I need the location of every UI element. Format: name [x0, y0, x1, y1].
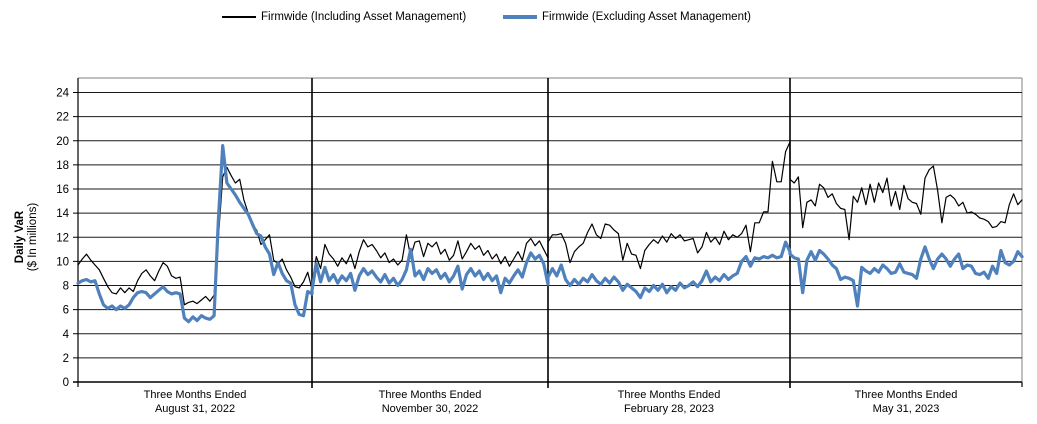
legend-item-excluding-am: Firmwide (Excluding Asset Management) [503, 8, 751, 26]
x-label-q1-line1: Three Months Ended [143, 389, 247, 401]
x-label-q4: Three Months Ended May 31, 2023 [786, 388, 1026, 417]
y-tick-label-16: 16 [56, 184, 69, 196]
x-label-q2: Three Months Ended November 30, 2022 [310, 388, 550, 417]
series-line-including-am [77, 141, 1023, 306]
y-tick-label-8: 8 [63, 281, 69, 293]
y-tick-label-24: 24 [56, 88, 69, 100]
y-tick-label-6: 6 [63, 305, 69, 317]
legend-label-including-am: Firmwide (Including Asset Management) [261, 11, 467, 23]
x-label-q2-line2: November 30, 2022 [381, 403, 479, 416]
y-tick-label-18: 18 [56, 160, 69, 172]
y-axis-title-line1: Daily VaR [13, 210, 26, 264]
y-tick-label-20: 20 [56, 136, 69, 148]
y-tick-label-0: 0 [63, 377, 69, 389]
x-label-q4-line2: May 31, 2023 [872, 403, 940, 416]
y-tick-label-12: 12 [56, 232, 69, 244]
y-tick-label-2: 2 [63, 353, 69, 365]
y-tick-label-14: 14 [56, 208, 69, 220]
y-tick-label-4: 4 [63, 329, 70, 341]
x-label-q1-line2: August 31, 2022 [154, 403, 236, 416]
x-label-q4-line1: Three Months Ended [854, 389, 958, 401]
y-tick-label-10: 10 [56, 256, 69, 268]
x-label-q3-line2: February 28, 2023 [624, 403, 714, 416]
y-axis-title: Daily VaR ($ In millions) [14, 203, 40, 271]
legend-line-swatch-blue [503, 15, 537, 19]
legend-line-swatch-black [222, 16, 256, 18]
x-label-q3: Three Months Ended February 28, 2023 [549, 388, 789, 417]
x-label-q1: Three Months Ended August 31, 2022 [75, 388, 315, 417]
x-label-q3-line1: Three Months Ended [617, 389, 721, 401]
y-tick-label-22: 22 [56, 112, 69, 124]
legend-item-including-am: Firmwide (Including Asset Management) [222, 8, 466, 26]
y-axis-title-line2: ($ In millions) [27, 202, 39, 272]
legend-label-excluding-am: Firmwide (Excluding Asset Management) [542, 11, 751, 23]
x-label-q2-line1: Three Months Ended [378, 389, 482, 401]
series-line-excluding-am [76, 144, 1024, 324]
